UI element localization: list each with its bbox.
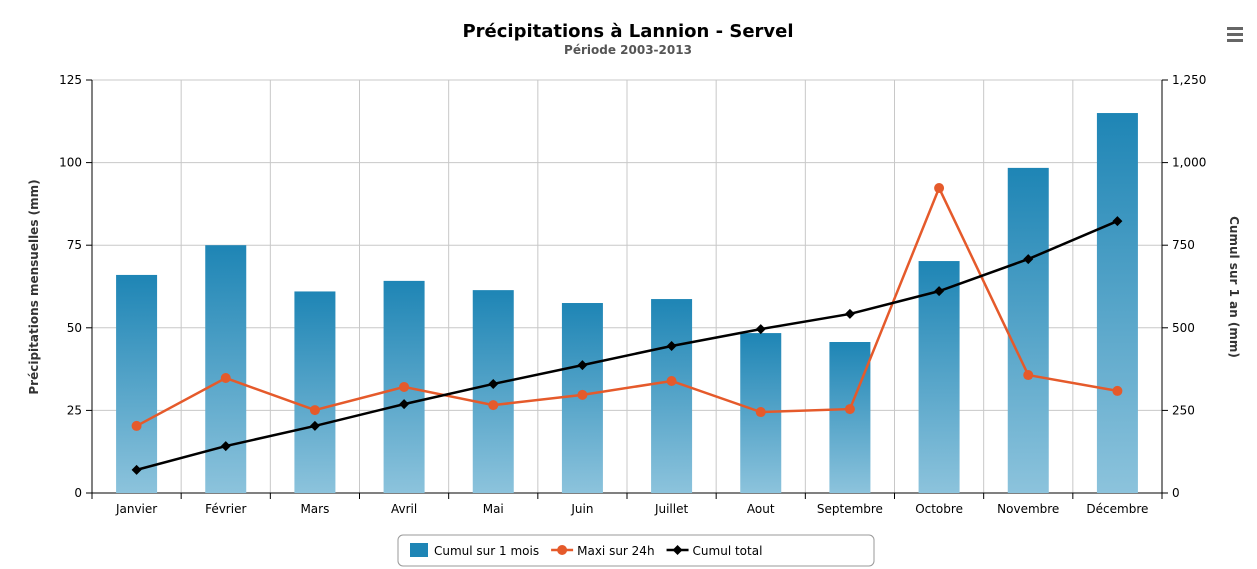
x-tick-label: Septembre [817,502,883,516]
y2-tick-label: 1,000 [1172,156,1206,170]
marker [1112,216,1123,227]
chart-title: Précipitations à Lannion - Servel [462,21,793,42]
legend-item[interactable]: Maxi sur 24h [551,544,655,558]
y-tick-label: 0 [74,486,82,500]
legend-label[interactable]: Cumul sur 1 mois [434,544,539,558]
legend-swatch[interactable] [410,543,428,557]
marker [1112,385,1123,396]
x-tick-label: Février [205,502,246,516]
legend-marker[interactable] [672,545,683,555]
marker [399,381,410,392]
marker [131,464,142,475]
marker [844,404,855,415]
x-tick-label: Avril [391,502,417,516]
x-tick-label: Janvier [115,502,157,516]
marker [309,420,320,431]
bar [205,245,247,493]
marker [399,399,410,410]
y2-tick-label: 250 [1172,403,1195,417]
marker [934,183,945,194]
y-tick-label: 125 [59,73,82,87]
marker [755,324,766,335]
bar [1096,113,1138,493]
y-tick-label: 100 [59,156,82,170]
menu-bar[interactable] [1227,27,1243,30]
marker [1023,370,1034,381]
marker [755,407,766,418]
x-tick-label: Octobre [915,502,963,516]
x-tick-label: Juillet [654,502,689,516]
bar [472,290,514,493]
y-tick-label: 75 [67,238,82,252]
marker [309,405,320,416]
bar [918,261,960,493]
marker [220,373,231,384]
marker [934,286,945,297]
menu-bar[interactable] [1227,39,1243,42]
bar [1007,167,1049,493]
x-tick-label: Juin [570,502,593,516]
bar [651,299,693,493]
x-tick-label: Décembre [1086,502,1148,516]
marker [577,389,588,400]
x-tick-label: Mai [483,502,504,516]
legend-item[interactable]: Cumul total [666,544,763,558]
legend-item[interactable]: Cumul sur 1 mois [410,543,539,558]
legend-label[interactable]: Cumul total [693,544,763,558]
y-tick-label: 50 [67,321,82,335]
legend-box[interactable] [397,534,875,567]
line [135,184,1118,428]
legend[interactable]: Cumul sur 1 mois Maxi sur 24h Cumul total [397,534,875,567]
y-axis-title: Précipitations mensuelles (mm) [27,179,41,394]
chart-subtitle: Période 2003-2013 [564,43,692,57]
marker [220,441,231,452]
marker [577,360,588,371]
bar [294,291,336,493]
y2-tick-label: 500 [1172,321,1195,335]
x-tick-label: Novembre [997,502,1059,516]
marker [1023,254,1034,265]
marker [666,375,677,386]
x-tick-label: Aout [747,502,775,516]
bar [829,342,871,493]
line [136,219,1118,472]
y2-axis-title: Cumul sur 1 an (mm) [1227,216,1241,358]
menu-button[interactable] [1222,22,1248,46]
y2-tick-label: 750 [1172,238,1195,252]
x-tick-label: Mars [300,502,329,516]
marker [666,340,677,351]
marker [488,378,499,389]
menu-bar[interactable] [1227,33,1243,36]
marker [488,400,499,411]
bar [116,274,158,493]
y2-tick-label: 0 [1172,486,1180,500]
marker [131,420,142,431]
y-tick-label: 25 [67,403,82,417]
legend-marker[interactable] [557,545,568,555]
marker [844,308,855,319]
legend-label[interactable]: Maxi sur 24h [577,544,654,558]
y2-tick-label: 1,250 [1172,73,1206,87]
